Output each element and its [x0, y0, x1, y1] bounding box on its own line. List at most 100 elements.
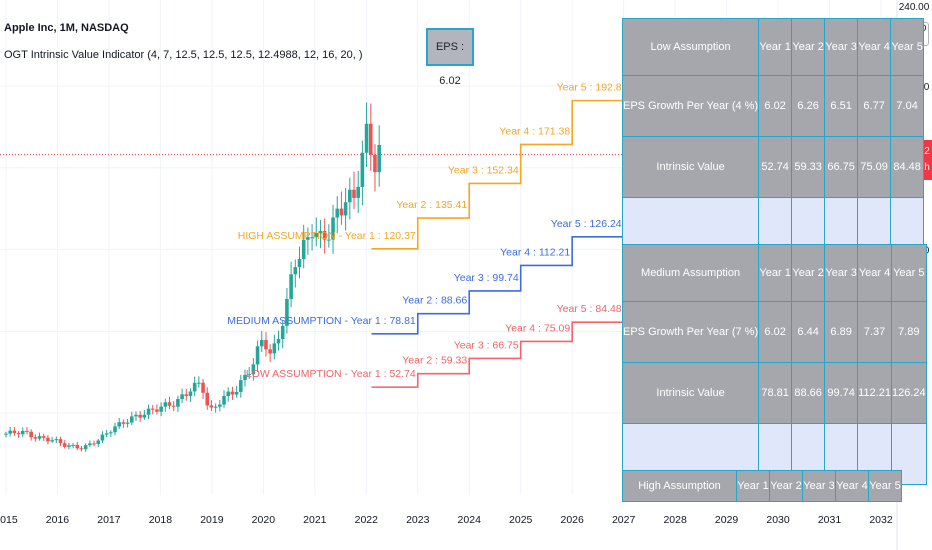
candle-body: [125, 422, 130, 424]
candle-body: [138, 414, 142, 418]
year-tick-label: 2025: [509, 514, 533, 526]
candle-body: [205, 392, 210, 406]
candle-body: [4, 433, 8, 435]
candle-body: [264, 340, 268, 350]
table-cell: 78.81: [758, 362, 793, 424]
table-cell: 6.26: [791, 75, 826, 137]
table-cell: Year 3: [802, 470, 836, 502]
assumption-table: Low Assumption Year 1 Year 2 Year 3 Year 4 Ye…: [621, 18, 925, 259]
candle-body: [180, 394, 184, 400]
candle-body: [150, 408, 155, 410]
candle-body: [234, 391, 239, 395]
step-label: Year 5 : 192.8: [557, 82, 622, 94]
candle-body: [230, 391, 235, 395]
candle-body: [41, 436, 46, 438]
candle-body: [117, 422, 122, 427]
candle-body: [243, 374, 247, 381]
candle-body: [146, 408, 151, 415]
table-cell: 52.74: [758, 136, 793, 198]
table-cell: 112.21: [857, 362, 892, 424]
candle-body: [109, 432, 113, 434]
table-cell: 99.74: [824, 362, 859, 424]
candle-body: [46, 437, 50, 442]
table-cell: Medium Assumption: [621, 244, 760, 302]
year-tick-label: 2017: [97, 514, 121, 526]
table-cell: Year 5: [890, 244, 927, 302]
candle-body: [88, 443, 92, 446]
candle-body: [222, 396, 226, 405]
time-axis: 2015 2016 2017 2018 2019 2020 2021 2022 2023 2024…: [0, 514, 893, 526]
candle-body: [213, 406, 218, 408]
candle-body: [50, 440, 54, 442]
step-label: Year 5 : 126.24: [551, 218, 622, 230]
candle-body: [104, 433, 109, 435]
table-cell: Intrinsic Value: [621, 136, 760, 198]
step-label: Year 3 : 99.74: [454, 272, 519, 284]
table-cell: Year 3: [824, 244, 859, 302]
table-cell: Year 2: [791, 244, 826, 302]
candle-body: [301, 239, 306, 260]
candle-body: [377, 144, 381, 173]
candle-body: [318, 230, 323, 234]
step-label: Year 5 : 84.48: [557, 303, 622, 315]
candle-body: [54, 439, 59, 441]
table-cell: 59.33: [791, 136, 826, 198]
candle-body: [16, 433, 21, 435]
candle-body: [134, 414, 138, 417]
candle-body: [192, 382, 197, 392]
year-tick-label: 2020: [252, 514, 276, 526]
symbol-title[interactable]: Apple Inc, 1M, NASDAQ: [4, 22, 129, 34]
table-cell: 6.44: [791, 301, 826, 363]
year-tick-label: 2032: [869, 514, 893, 526]
step-label: Year 4 : 171.38: [499, 125, 570, 137]
table-cell: 75.09: [857, 136, 892, 198]
candle-body: [71, 444, 75, 446]
candle-body: [348, 189, 352, 203]
candle-body: [327, 239, 331, 241]
candle-body: [92, 443, 96, 445]
indicator-legend[interactable]: OGT Intrinsic Value Indicator (4, 7, 12.…: [4, 49, 363, 61]
candle-body: [113, 426, 117, 433]
candle-body: [25, 430, 29, 432]
step-label: MEDIUM ASSUMPTION - Year 1 : 78.81: [227, 315, 416, 327]
candle-body: [129, 416, 134, 423]
candle-body: [322, 230, 327, 240]
candle-body: [159, 406, 163, 412]
table-cell: 6.89: [824, 301, 859, 363]
candle-body: [163, 402, 168, 407]
year-tick-label: 2026: [560, 514, 584, 526]
candle-body: [352, 189, 356, 198]
year-tick-label: 2022: [355, 514, 379, 526]
table-cell: 6.77: [857, 75, 892, 137]
candle-body: [373, 154, 377, 173]
table-cell: Year 2: [791, 18, 826, 76]
price-tick-label: 240.00: [899, 2, 930, 13]
year-tick-label: 2016: [46, 514, 70, 526]
step-line: [371, 321, 624, 388]
year-tick-label: 2024: [458, 514, 482, 526]
table-cell: 7.37: [857, 301, 892, 363]
table-cell: 88.66: [791, 362, 826, 424]
candle-body: [226, 391, 231, 397]
candles: [4, 102, 381, 452]
table-row: Intrinsic Value 52.74 59.33 66.75 75.09 84.48: [621, 136, 925, 198]
assumption-table: Medium Assumption Year 1 Year 2 Year 3 Year …: [621, 244, 927, 485]
table-cell: 6.51: [824, 75, 859, 137]
year-tick-label: 2018: [149, 514, 173, 526]
candle-body: [8, 430, 12, 434]
table-cell: EPS Growth Per Year (4 %): [621, 75, 760, 137]
candle-body: [197, 382, 201, 384]
table-cell: Year 4: [857, 18, 892, 76]
year-tick-label: 2023: [406, 514, 430, 526]
candle-body: [276, 339, 281, 344]
table-row: Low Assumption Year 1 Year 2 Year 3 Year 4 Ye…: [621, 18, 925, 76]
table-row: Medium Assumption Year 1 Year 2 Year 3 Year …: [621, 244, 927, 302]
table-cell: Year 4: [835, 470, 869, 502]
candle-body: [331, 217, 335, 240]
candle-body: [79, 448, 84, 450]
table-row: EPS Growth Per Year (7 %) 6.02 6.44 6.89 7.3…: [621, 301, 927, 363]
eps-box: EPS : 6.02: [426, 28, 474, 87]
candle-body: [167, 402, 172, 406]
table-cell: High Assumption: [622, 470, 737, 502]
